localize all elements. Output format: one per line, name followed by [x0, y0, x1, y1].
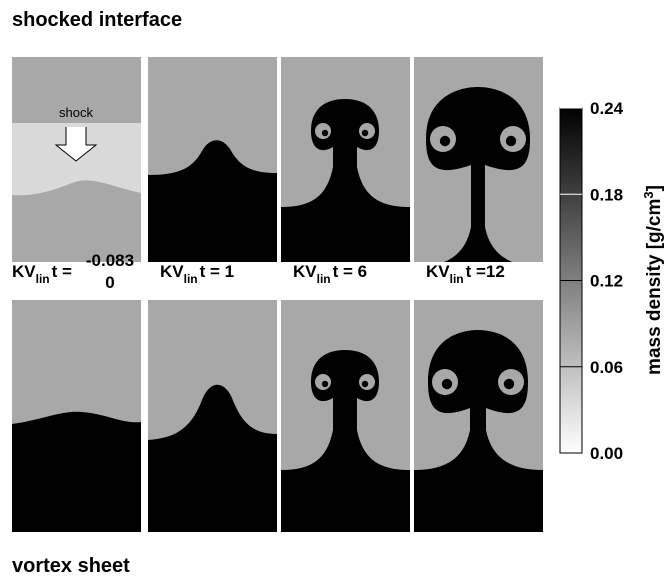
- panel: [414, 300, 543, 532]
- panel: [148, 57, 277, 262]
- tick-label: 0.18: [590, 185, 623, 204]
- subscript: lin: [184, 272, 198, 286]
- fluid: [281, 350, 410, 532]
- tick-label: 0.24: [590, 99, 624, 118]
- panel-content: [414, 300, 543, 532]
- panel-content: [281, 57, 410, 262]
- bottom-title: vortex sheet: [12, 555, 130, 577]
- time-label: KVlin t = 1: [160, 262, 234, 286]
- panel: [414, 57, 543, 262]
- time-value: -0.083: [86, 251, 134, 270]
- spiral-core: [361, 129, 369, 137]
- subscript: lin: [317, 272, 331, 286]
- variable: KV: [293, 262, 317, 281]
- spiral-core: [321, 129, 329, 137]
- time-label: KVlin t =: [12, 262, 72, 286]
- spiral-core: [439, 135, 451, 147]
- shock-arrow: [54, 127, 98, 162]
- top-title: shocked interface: [12, 9, 182, 31]
- panel-content: [148, 300, 277, 532]
- time-value: 0: [105, 273, 114, 292]
- colorbar-label: mass density [g/cm3]: [641, 185, 665, 375]
- fluid: [148, 140, 277, 262]
- time-text: t =12: [466, 262, 505, 281]
- variable: KV: [426, 262, 450, 281]
- panel-content: [281, 300, 410, 532]
- panel-content: [12, 300, 141, 532]
- panel: [12, 300, 141, 532]
- panel: [148, 300, 277, 532]
- spiral-core: [441, 378, 453, 390]
- fluid: [281, 99, 410, 262]
- subscript: lin: [36, 272, 50, 286]
- panel: shock: [12, 57, 141, 262]
- time-text: t = 1: [200, 262, 235, 281]
- spiral-core: [503, 378, 515, 390]
- panel-content: shock: [12, 57, 141, 262]
- time-label: KVlin t = 6: [293, 262, 367, 286]
- tick-label: 0.00: [590, 444, 623, 463]
- panel: [281, 300, 410, 532]
- time-label: KVlin t =12: [426, 262, 505, 286]
- spiral-core: [361, 380, 369, 388]
- fluid: [148, 384, 277, 532]
- tick-label: 0.06: [590, 358, 623, 377]
- time-text: t =: [52, 262, 72, 281]
- tick-label: 0.12: [590, 272, 623, 291]
- variable: KV: [12, 262, 36, 281]
- panel-content: [414, 57, 543, 262]
- fluid: [12, 411, 141, 532]
- spiral-core: [321, 380, 329, 388]
- variable: KV: [160, 262, 184, 281]
- shock-label: shock: [59, 105, 93, 120]
- panel-content: [148, 57, 277, 262]
- time-text: t = 6: [333, 262, 368, 281]
- subscript: lin: [450, 272, 464, 286]
- spiral-core: [505, 135, 517, 147]
- panel: [281, 57, 410, 262]
